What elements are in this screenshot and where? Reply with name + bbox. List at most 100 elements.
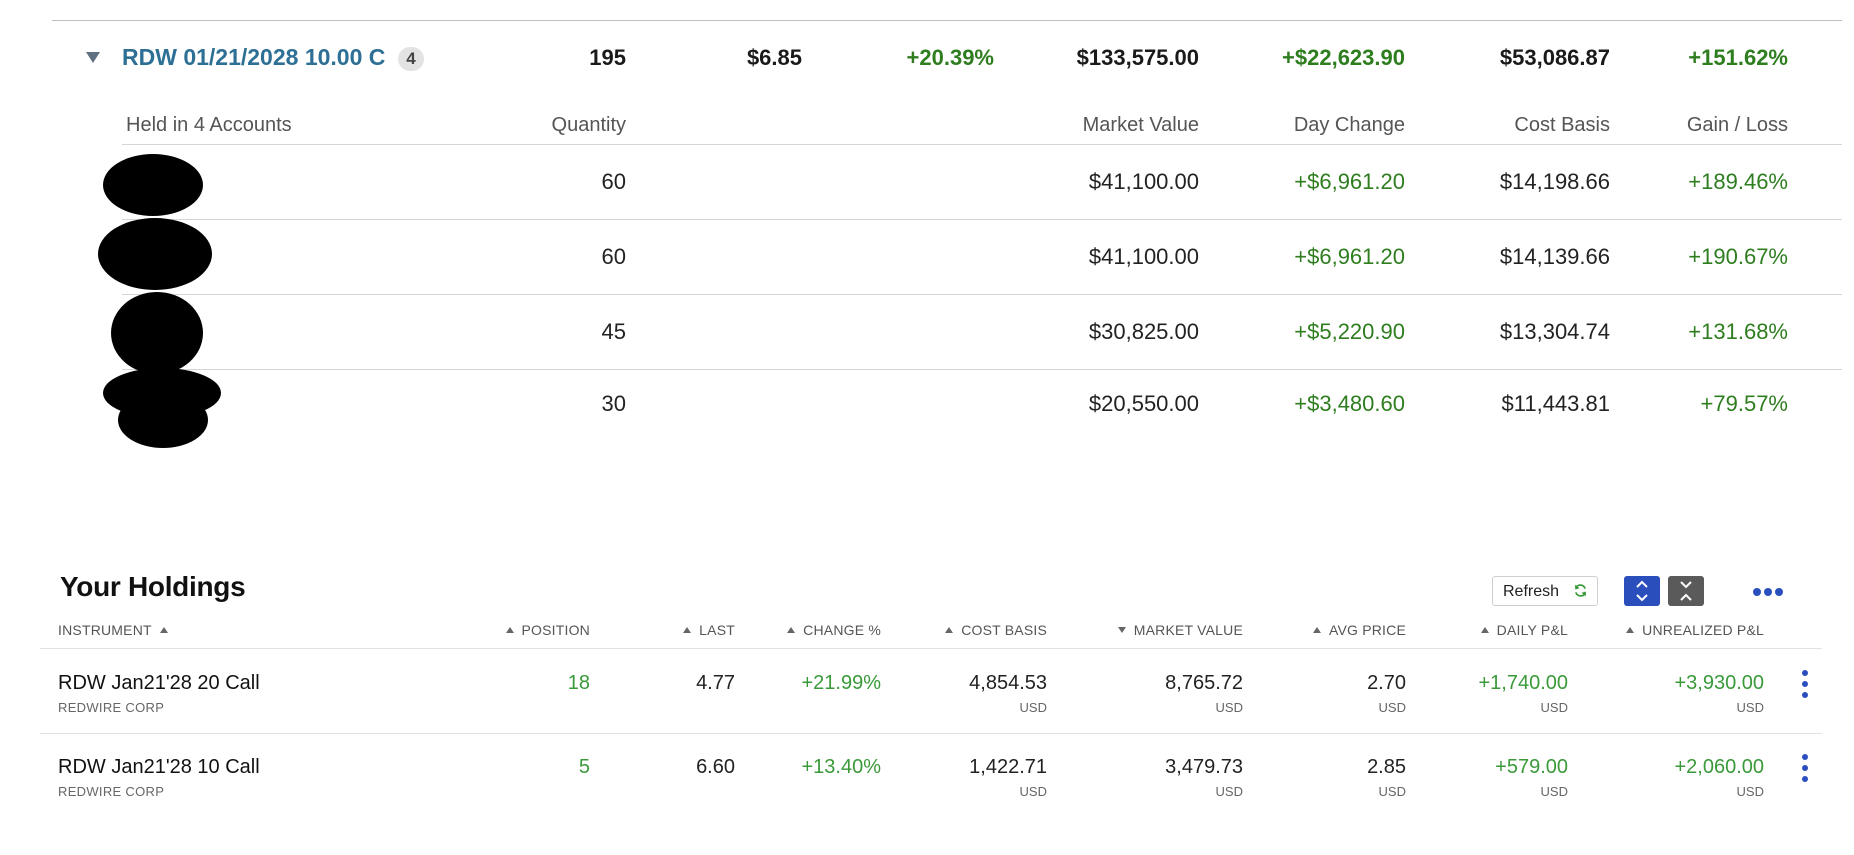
quantity-header: Quantity [551,114,626,136]
holding-change-pct: +13.40% [801,756,881,778]
position-symbol-link[interactable]: RDW 01/21/2028 10.00 C [122,44,386,70]
column-header-avg-price[interactable]: AVG PRICE [1312,622,1406,638]
collapse-triangle-icon[interactable] [86,52,100,63]
account-gain-loss: +189.46% [1688,169,1788,194]
account-quantity: 60 [601,244,626,269]
account-count-badge: 4 [398,47,424,71]
currency-label: USD [1378,784,1406,799]
currency-label: USD [1215,784,1243,799]
column-header-label: CHANGE % [803,622,881,638]
account-cost-basis: $14,198.66 [1499,169,1610,194]
row-divider [122,144,1842,145]
more-options-icon[interactable] [1752,584,1784,600]
instrument-name[interactable]: RDW Jan21'28 20 Call [58,672,260,694]
refresh-icon [1574,584,1587,597]
company-name: REDWIRE CORP [58,700,165,715]
holding-market-value: 8,765.72 [1165,672,1243,694]
sort-asc-icon [1480,627,1489,633]
position-change-pct: +20.39% [906,45,994,70]
holding-avg-price: 2.70 [1367,672,1406,694]
account-quantity: 60 [601,169,626,194]
collapse-icon [1680,581,1692,601]
account-gain-loss: +190.67% [1688,244,1788,269]
position-day-change: +$22,623.90 [1282,45,1405,70]
company-name: REDWIRE CORP [58,784,165,799]
sort-asc-icon [505,627,514,633]
holding-position: 5 [578,756,590,778]
account-market-value: $41,100.00 [1088,244,1199,269]
column-header-market-value[interactable]: MARKET VALUE [1117,622,1243,638]
sort-asc-icon [159,627,168,633]
sort-desc-icon [1117,627,1126,633]
collapse-rows-button[interactable] [1668,576,1704,606]
refresh-button[interactable]: Refresh [1492,576,1598,606]
account-cost-basis: $14,139.66 [1499,244,1610,269]
holding-position: 18 [567,672,590,694]
position-cost-basis: $53,086.87 [1499,45,1610,70]
account-day-change: +$3,480.60 [1294,391,1405,416]
account-gain-loss: +79.57% [1700,391,1788,416]
holding-last: 6.60 [696,756,735,778]
currency-label: USD [1540,784,1568,799]
currency-label: USD [1540,700,1568,715]
expand-rows-button[interactable] [1624,576,1660,606]
column-header-label: POSITION [521,622,590,638]
row-divider [122,294,1842,295]
currency-label: USD [1019,700,1047,715]
column-header-position[interactable]: POSITION [505,622,591,638]
position-quantity: 195 [589,45,626,70]
account-cost-basis: $13,304.74 [1499,319,1610,344]
column-header-cost-basis[interactable]: COST BASIS [945,622,1047,638]
sort-asc-icon [945,627,954,633]
account-day-change: +$5,220.90 [1294,319,1405,344]
holding-daily-pl: +1,740.00 [1478,672,1568,694]
gain-loss-header: Gain / Loss [1686,114,1788,136]
sort-asc-icon [787,627,796,633]
account-quantity: 30 [601,391,626,416]
column-header-daily-pl[interactable]: DAILY P&L [1480,622,1568,638]
account-market-value: $41,100.00 [1088,169,1199,194]
holding-market-value: 3,479.73 [1165,756,1243,778]
holding-cost-basis: 1,422.71 [969,756,1047,778]
column-header-change-pct[interactable]: CHANGE % [787,622,881,638]
column-header-label: MARKET VALUE [1133,622,1243,638]
held-in-accounts-header: Held in 4 Accounts [126,114,292,136]
sort-asc-icon [683,627,692,633]
holdings-title: Your Holdings [60,571,246,602]
holding-change-pct: +21.99% [801,672,881,694]
row-menu-icon[interactable] [1799,754,1811,782]
top-divider [52,20,1842,21]
column-header-label: INSTRUMENT [58,622,152,638]
account-market-value: $30,825.00 [1088,319,1199,344]
instrument-name[interactable]: RDW Jan21'28 10 Call [58,756,260,778]
currency-label: USD [1019,784,1047,799]
column-header-label: DAILY P&L [1496,622,1568,638]
currency-label: USD [1736,700,1764,715]
column-header-label: UNREALIZED P&L [1642,622,1764,638]
market-value-header: Market Value [1082,114,1199,136]
currency-label: USD [1736,784,1764,799]
account-day-change: +$6,961.20 [1294,244,1405,269]
column-header-label: AVG PRICE [1328,622,1406,638]
position-price: $6.85 [746,45,802,70]
cost-basis-header: Cost Basis [1514,114,1610,136]
refresh-label: Refresh [1503,583,1560,600]
column-header-last[interactable]: LAST [683,622,735,638]
column-header-label: LAST [699,622,735,638]
position-gain-loss: +151.62% [1688,45,1788,70]
row-divider [40,733,1822,734]
currency-label: USD [1378,700,1406,715]
row-menu-icon[interactable] [1799,670,1811,698]
day-change-header: Day Change [1293,114,1405,136]
account-quantity: 45 [601,319,626,344]
account-day-change: +$6,961.20 [1294,169,1405,194]
holding-unrealized-pl: +3,930.00 [1674,672,1764,694]
row-divider [40,648,1822,649]
expand-icon [1636,580,1648,602]
currency-label: USD [1215,700,1243,715]
column-header-label: COST BASIS [961,622,1047,638]
account-cost-basis: $11,443.81 [1501,391,1610,416]
column-header-unrealized-pl[interactable]: UNREALIZED P&L [1626,622,1764,638]
column-header-instrument[interactable]: INSTRUMENT [58,622,168,638]
holding-last: 4.77 [696,672,735,694]
